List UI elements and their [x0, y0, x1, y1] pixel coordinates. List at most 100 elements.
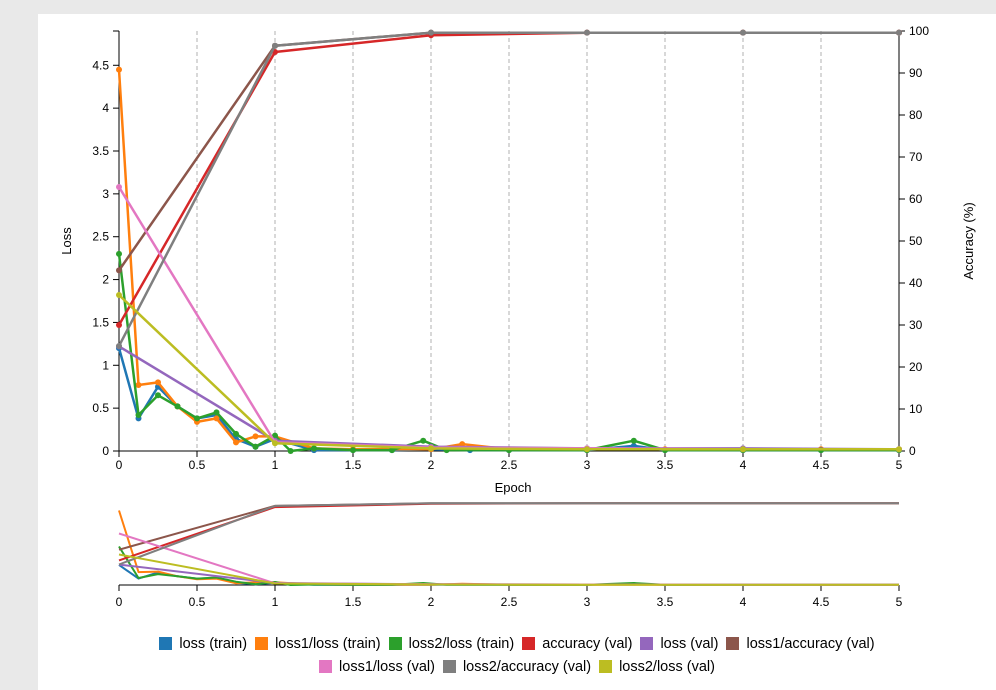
y2-tick-label: 50 [909, 234, 923, 248]
data-point-loss2-loss-val [272, 440, 278, 446]
data-point-loss2-accuracy-val [584, 30, 590, 36]
legend-item-loss2-accuracy-val[interactable]: loss2/accuracy (val) [443, 659, 591, 675]
legend-label: loss1/loss (train) [275, 636, 381, 652]
y2-tick-label: 0 [909, 444, 916, 458]
y2-tick-label: 70 [909, 150, 923, 164]
legend-label: loss (val) [660, 636, 718, 652]
y2-tick-label: 100 [909, 24, 929, 38]
data-point-loss2-loss-train [155, 392, 161, 398]
legend-swatch [159, 637, 172, 650]
x-tick-label: 4.5 [813, 458, 830, 472]
data-point-accuracy-val [116, 322, 122, 328]
data-point-loss2-loss-train [288, 448, 294, 454]
data-point-loss1-loss-val [116, 184, 122, 190]
legend: loss (train) loss1/loss (train) loss2/lo… [38, 632, 996, 678]
overview-x-tick-label: 2.5 [501, 595, 518, 609]
overview-x-tick-label: 2 [428, 595, 435, 609]
data-point-loss2-loss-val [584, 446, 590, 452]
x-tick-label: 4 [740, 458, 747, 472]
data-point-loss2-accuracy-val [740, 30, 746, 36]
data-point-loss2-loss-train [631, 438, 637, 444]
legend-label: loss2/loss (val) [619, 659, 715, 675]
data-point-loss2-loss-train [420, 438, 426, 444]
data-point-loss2-accuracy-val [272, 43, 278, 49]
x-tick-label: 2 [428, 458, 435, 472]
y2-tick-label: 80 [909, 108, 923, 122]
y-tick-label: 2.5 [92, 230, 109, 244]
y-tick-label: 3 [102, 187, 109, 201]
data-point-loss2-loss-train [350, 447, 356, 453]
legend-item-loss1-loss-val[interactable]: loss1/loss (val) [319, 659, 435, 675]
x-axis-label: Epoch [495, 480, 532, 495]
overview-x-tick-label: 3 [584, 595, 591, 609]
y2-tick-label: 60 [909, 192, 923, 206]
data-point-loss2-loss-val [740, 446, 746, 452]
y-tick-label: 3.5 [92, 144, 109, 158]
overview-x-tick-label: 0 [116, 595, 123, 609]
legend-swatch [522, 637, 535, 650]
data-point-loss2-loss-train [194, 415, 200, 421]
overview-x-tick-label: 5 [896, 595, 903, 609]
legend-label: loss1/accuracy (val) [746, 636, 874, 652]
overview-line-loss1-accuracy-val [119, 503, 899, 549]
legend-swatch [443, 660, 456, 673]
series-line-loss1-loss-train [119, 70, 899, 450]
legend-swatch [726, 637, 739, 650]
data-point-loss1-loss-train [136, 382, 142, 388]
legend-label: loss (train) [179, 636, 247, 652]
data-point-loss2-loss-train [136, 412, 142, 418]
legend-item-loss1-accuracy-val[interactable]: loss1/accuracy (val) [726, 636, 874, 652]
legend-item-loss-train[interactable]: loss (train) [159, 636, 247, 652]
y2-tick-label: 10 [909, 402, 923, 416]
legend-item-accuracy-val[interactable]: accuracy (val) [522, 636, 632, 652]
x-tick-label: 1.5 [345, 458, 362, 472]
y-tick-label: 2 [102, 273, 109, 287]
overview-line-loss1-loss-train [119, 511, 899, 585]
data-point-loss2-loss-train [214, 409, 220, 415]
data-point-loss1-loss-train [116, 67, 122, 73]
legend-label: loss2/accuracy (val) [463, 659, 591, 675]
x-tick-label: 3 [584, 458, 591, 472]
legend-item-loss2-loss-train[interactable]: loss2/loss (train) [389, 636, 515, 652]
y-tick-label: 4.5 [92, 58, 109, 72]
data-point-loss2-accuracy-val [116, 343, 122, 349]
legend-swatch [599, 660, 612, 673]
data-point-loss2-loss-val [428, 445, 434, 451]
data-point-loss1-loss-train [155, 379, 161, 385]
overview-x-tick-label: 4.5 [813, 595, 830, 609]
data-point-loss2-loss-train [175, 403, 181, 409]
legend-label: loss1/loss (val) [339, 659, 435, 675]
legend-label: accuracy (val) [542, 636, 632, 652]
overview-line-loss2-loss-val [119, 555, 899, 585]
y2-tick-label: 30 [909, 318, 923, 332]
overview-line-accuracy-val [119, 503, 899, 560]
legend-item-loss-val[interactable]: loss (val) [640, 636, 718, 652]
legend-item-loss1-loss-train[interactable]: loss1/loss (train) [255, 636, 381, 652]
main-plot[interactable]: 0 0.5 1 1.5 2 2.5 3 3.5 4 4.5 500.511.522.533.544.… [92, 24, 929, 472]
data-point-loss2-loss-val [116, 292, 122, 298]
legend-item-loss2-loss-val[interactable]: loss2/loss (val) [599, 659, 715, 675]
legend-label: loss2/loss (train) [409, 636, 515, 652]
overview-x-tick-label: 0.5 [189, 595, 206, 609]
legend-swatch [319, 660, 332, 673]
data-point-loss1-accuracy-val [116, 267, 122, 273]
y-tick-label: 1 [102, 358, 109, 372]
legend-row-2: loss1/loss (val) loss2/accuracy (val) lo… [38, 655, 996, 678]
data-point-loss2-loss-train [233, 431, 239, 437]
legend-row-1: loss (train) loss1/loss (train) loss2/lo… [38, 632, 996, 655]
data-point-loss2-loss-train [116, 251, 122, 257]
x-tick-label: 2.5 [501, 458, 518, 472]
overview-x-tick-label: 3.5 [657, 595, 674, 609]
overview-x-tick-label: 1.5 [345, 595, 362, 609]
overview-plot[interactable]: 0 0.5 1 1.5 2 2.5 3 3.5 4 4.5 5 [116, 503, 903, 609]
x-tick-label: 0.5 [189, 458, 206, 472]
y-tick-label: 0.5 [92, 401, 109, 415]
y2-axis-label: Accuracy (%) [961, 202, 976, 279]
data-point-loss1-loss-train [233, 439, 239, 445]
data-point-loss2-accuracy-val [428, 30, 434, 36]
x-tick-label: 3.5 [657, 458, 674, 472]
x-tick-label: 0 [116, 458, 123, 472]
legend-swatch [640, 637, 653, 650]
x-tick-label: 5 [896, 458, 903, 472]
